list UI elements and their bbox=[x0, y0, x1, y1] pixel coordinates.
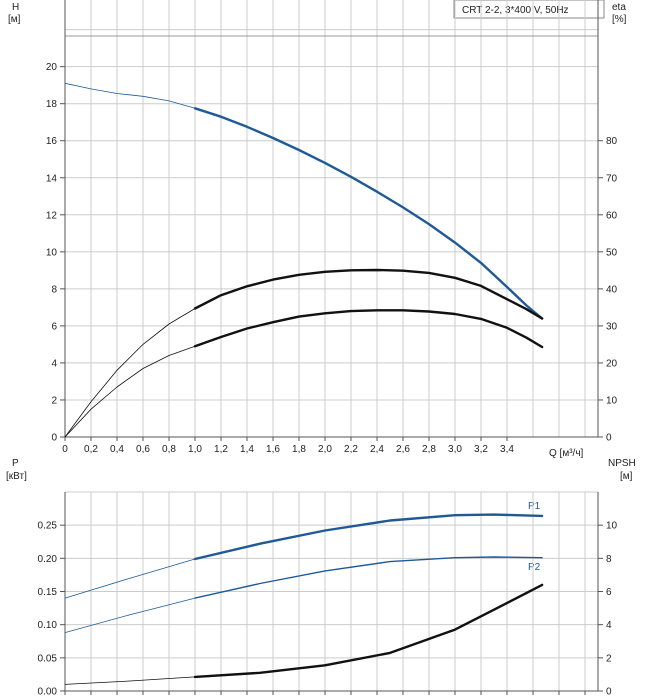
x-tick-label: 3,4 bbox=[500, 444, 514, 455]
bottom-panel-curves bbox=[64, 513, 544, 685]
curve-eta_upper-duty bbox=[193, 268, 544, 320]
right-tick-label: 30 bbox=[606, 321, 618, 332]
left-tick-label: 18 bbox=[46, 99, 58, 110]
left-tick-label: 0.20 bbox=[38, 554, 58, 565]
top-panel-grid bbox=[64, 0, 599, 438]
x-tick-label: 1,4 bbox=[240, 444, 254, 455]
curve-P1-extended bbox=[64, 558, 196, 599]
right-tick-label: 40 bbox=[606, 284, 618, 295]
left-tick-label: 2 bbox=[51, 395, 57, 406]
x-tick-label: 0,8 bbox=[162, 444, 176, 455]
left-tick-label: 12 bbox=[46, 210, 58, 221]
left-tick-label: 0.05 bbox=[38, 653, 58, 664]
right-tick-label: 6 bbox=[606, 587, 612, 598]
x-tick-label: 1,0 bbox=[188, 444, 202, 455]
curve-P2-extended bbox=[64, 597, 196, 633]
curve-H-duty bbox=[193, 107, 544, 320]
left-tick-label: 10 bbox=[46, 247, 58, 258]
x-tick-label: 1,8 bbox=[292, 444, 306, 455]
x-tick-label: 1,2 bbox=[214, 444, 228, 455]
top-panel-curves bbox=[64, 82, 544, 438]
x-tick-label: 3,0 bbox=[448, 444, 462, 455]
left-tick-label: 4 bbox=[51, 358, 57, 369]
right-tick-label: 10 bbox=[606, 395, 618, 406]
left-tick-label: 0.15 bbox=[38, 587, 58, 598]
x-tick-label: 2,4 bbox=[370, 444, 384, 455]
right-tick-label: 0 bbox=[606, 433, 612, 444]
curve-P2-duty bbox=[194, 556, 543, 599]
right-tick-label: 20 bbox=[606, 358, 618, 369]
x-tick-label: 0,2 bbox=[84, 444, 98, 455]
bottom-left-axis-label: P bbox=[12, 458, 19, 469]
x-tick-label: 0,4 bbox=[110, 444, 124, 455]
x-tick-label: 2,2 bbox=[344, 444, 358, 455]
curve-eta_upper-extended bbox=[64, 308, 196, 438]
curve-H-extended bbox=[64, 82, 196, 109]
left-tick-label: 0.10 bbox=[38, 620, 58, 631]
legend-text: CRT 2-2, 3*400 V, 50Hz bbox=[462, 5, 569, 16]
right-tick-label: 50 bbox=[606, 247, 618, 258]
right-tick-label: 80 bbox=[606, 136, 618, 147]
left-tick-label: 16 bbox=[46, 136, 58, 147]
right-tick-label: 4 bbox=[606, 620, 612, 631]
right-tick-label: 8 bbox=[606, 554, 612, 565]
x-tick-label: 0 bbox=[62, 444, 68, 455]
x-tick-label: 2,8 bbox=[422, 444, 436, 455]
bottom-left-axis-unit: [кВт] bbox=[6, 471, 27, 482]
x-tick-label: 0,6 bbox=[136, 444, 150, 455]
left-tick-label: 8 bbox=[51, 284, 57, 295]
curve-eta_lower-duty bbox=[193, 309, 544, 349]
top-panel-ticks: 0 2 4 6 8 10 12 14 16 18 20 0 10 20 30 40 50 60 70 80 0 0,2 0,… bbox=[46, 62, 618, 455]
right-tick-label: 10 bbox=[606, 521, 618, 532]
right-tick-label: 70 bbox=[606, 173, 618, 184]
left-tick-label: 0 bbox=[51, 433, 57, 444]
curve-NPSH-duty bbox=[193, 583, 544, 679]
right-tick-label: 60 bbox=[606, 210, 618, 221]
p2-curve-label: P2 bbox=[528, 562, 541, 573]
left-tick-label: 6 bbox=[51, 321, 57, 332]
top-x-axis-label: Q [м³/ч] bbox=[549, 448, 584, 459]
x-tick-label: 1,6 bbox=[266, 444, 280, 455]
bottom-right-axis-unit: [м] bbox=[620, 471, 633, 482]
left-tick-label: 0.00 bbox=[38, 687, 58, 698]
top-right-axis-label: eta bbox=[612, 2, 626, 13]
right-tick-label: 0 bbox=[606, 687, 612, 698]
legend-box: CRT 2-2, 3*400 V, 50Hz bbox=[453, 0, 605, 19]
left-tick-label: 0.25 bbox=[38, 521, 58, 532]
top-right-axis-unit: [%] bbox=[612, 14, 627, 25]
bottom-panel-ticks: 0.00 0.05 0.10 0.15 0.20 0.25 0 2 4 6 8 10 bbox=[38, 521, 618, 698]
left-tick-label: 14 bbox=[46, 173, 58, 184]
top-left-axis-unit: [м] bbox=[8, 14, 21, 25]
p1-curve-label: P1 bbox=[528, 501, 541, 512]
x-tick-label: 3,2 bbox=[474, 444, 488, 455]
bottom-panel-grid bbox=[64, 491, 599, 692]
x-tick-label: 2,6 bbox=[396, 444, 410, 455]
curve-eta_lower-extended bbox=[64, 345, 196, 438]
left-tick-label: 20 bbox=[46, 62, 58, 73]
curve-P1-duty bbox=[193, 513, 544, 561]
right-tick-label: 2 bbox=[606, 653, 612, 664]
top-left-axis-label: H bbox=[12, 2, 19, 13]
curve-NPSH-extended bbox=[64, 676, 196, 685]
x-tick-label: 2,0 bbox=[318, 444, 332, 455]
bottom-right-axis-label: NPSH bbox=[608, 458, 636, 469]
